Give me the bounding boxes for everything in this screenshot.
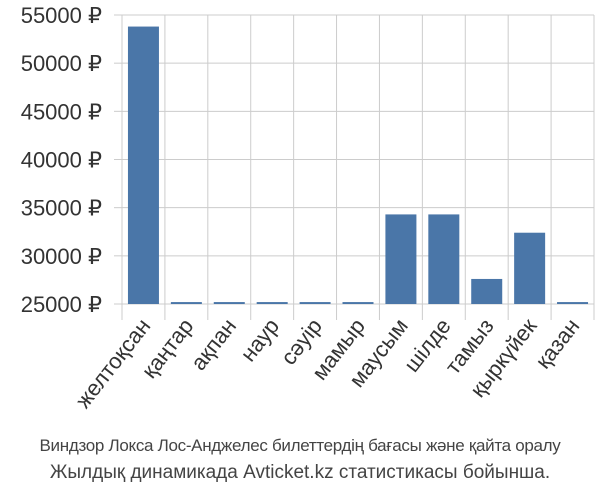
y-tick-label: 45000 ₽: [21, 99, 102, 124]
caption-line-1: Виндзор Локса Лос-Анджелес билеттердің б…: [39, 436, 561, 455]
x-tick-label: қазан: [530, 314, 584, 374]
price-bar-chart: 25000 ₽ 30000 ₽ 35000 ₽ 40000 ₽ 45000 ₽ 50000…: [21, 3, 595, 413]
x-tick-label: наур: [235, 314, 284, 367]
bar-8: [471, 278, 503, 304]
y-tick-label: 40000 ₽: [21, 148, 102, 173]
x-tick-label: ақпан: [186, 314, 242, 375]
x-axis-labels: желтоқсанқаңтарақпаннаурсәуірмамырмаусым…: [70, 313, 584, 412]
bar-10: [557, 302, 589, 304]
bar-2: [213, 302, 245, 304]
bar-6: [385, 214, 417, 304]
bars: [127, 26, 589, 305]
caption-line-2: Жылдық динамикада Avticket.kz статистика…: [49, 462, 551, 483]
y-tick-label: 35000 ₽: [21, 196, 102, 221]
y-tick-label: 55000 ₽: [21, 3, 102, 28]
bar-4: [299, 302, 331, 304]
bar-0: [127, 26, 159, 305]
y-tick-label: 25000 ₽: [21, 292, 102, 317]
y-axis-ticks: 25000 ₽ 30000 ₽ 35000 ₽ 40000 ₽ 45000 ₽ 50000…: [21, 3, 122, 317]
bar-7: [428, 214, 460, 304]
bar-1: [170, 302, 202, 304]
bar-9: [514, 232, 546, 304]
bar-5: [342, 302, 374, 304]
bar-3: [256, 302, 288, 304]
y-tick-label: 30000 ₽: [21, 244, 102, 269]
y-tick-label: 50000 ₽: [21, 51, 102, 76]
grid-lines: [121, 14, 595, 320]
